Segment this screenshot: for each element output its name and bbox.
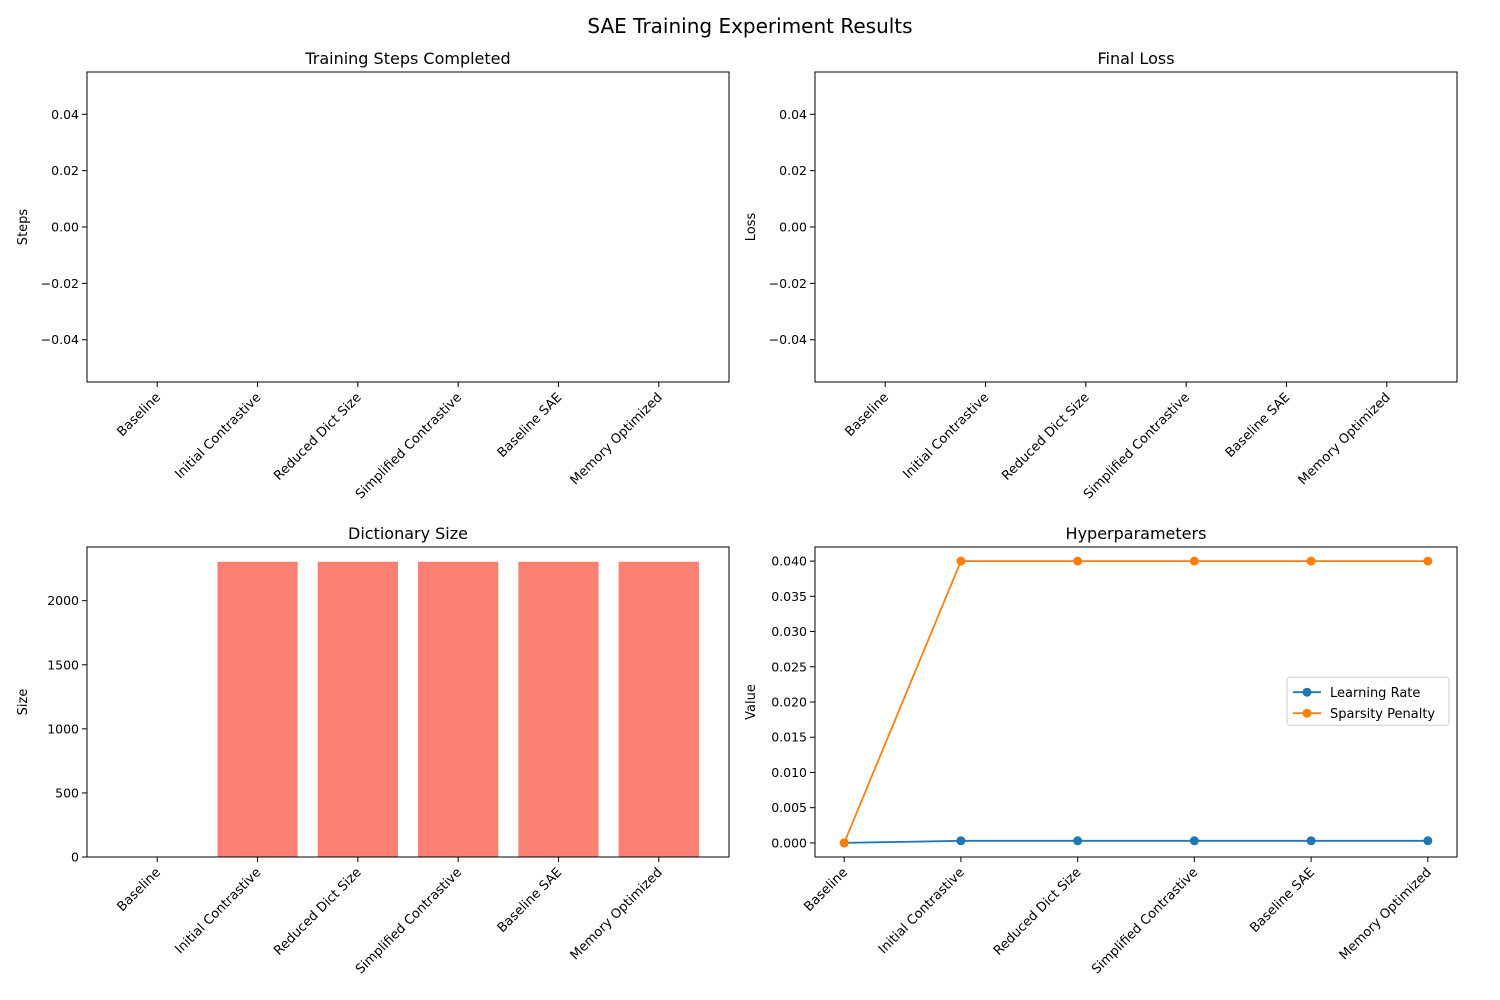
legend-frame — [1286, 676, 1450, 726]
chart-title: Hyperparameters — [1066, 524, 1207, 543]
x-tick-label: Simplified Contrastive — [1081, 390, 1193, 502]
chart-panel-1: Training Steps Completed Steps −0.04 −0.02 0… — [16, 49, 730, 502]
legend-swatch-marker — [1302, 708, 1312, 718]
data-point — [1306, 556, 1316, 566]
x-tick-label: Memory Optimized — [568, 865, 666, 963]
legend-label: Sparsity Penalty — [1330, 707, 1435, 722]
data-point — [1189, 836, 1199, 846]
x-tick-label: Initial Contrastive — [172, 865, 264, 957]
y-axis-label: Steps — [16, 209, 31, 246]
y-tick-label: 0.025 — [771, 659, 807, 674]
y-tick-label: 0.030 — [771, 624, 807, 639]
y-tick-label: 0.020 — [771, 695, 807, 710]
data-point — [1073, 556, 1083, 566]
bar — [418, 561, 499, 857]
data-point — [1073, 836, 1083, 846]
x-tick-label: Baseline — [114, 390, 164, 440]
y-tick-label: 0.00 — [779, 220, 807, 235]
y-tick-label: 0.02 — [51, 163, 79, 178]
y-tick-label: 0.02 — [779, 163, 807, 178]
y-tick-label: 1000 — [47, 721, 79, 736]
y-axis-label: Loss — [744, 213, 759, 242]
chart-title: Training Steps Completed — [304, 49, 510, 68]
data-point — [1189, 556, 1199, 566]
x-tick-label: Baseline — [842, 390, 892, 440]
bar — [317, 561, 398, 857]
x-tick-label: Memory Optimized — [1296, 390, 1394, 488]
chart-panel-2: Final Loss Loss −0.04 −0.02 0.00 0.02 0.04 Base… — [744, 49, 1458, 502]
x-tick-label: Baseline SAE — [1223, 390, 1294, 461]
legend-swatch-marker — [1302, 687, 1312, 697]
data-point — [839, 838, 849, 848]
x-tick-label: Reduced Dict Size — [271, 865, 364, 958]
y-tick-label: 2000 — [47, 593, 79, 608]
data-point — [1423, 836, 1433, 846]
series-line-learning-rate — [844, 839, 1428, 844]
y-tick-label: 0.005 — [771, 800, 807, 815]
x-tick-label: Baseline SAE — [495, 865, 566, 936]
data-point — [956, 836, 966, 846]
y-tick-label: −0.04 — [41, 332, 79, 347]
x-tick-label: Simplified Contrastive — [353, 390, 465, 502]
chart-panel-4: Hyperparameters Value Learning Rate Sparsit… — [744, 524, 1458, 977]
chart-panel-3: Dictionary Size Size 0 500 1000 1500 2000 Basel… — [16, 524, 730, 977]
x-tick-label: Initial Contrastive — [876, 865, 968, 957]
x-tick-label: Simplified Contrastive — [353, 865, 465, 977]
bar — [518, 561, 599, 857]
y-tick-label: 0 — [71, 850, 79, 865]
x-tick-label: Simplified Contrastive — [1089, 865, 1201, 977]
x-tick-label: Baseline — [801, 865, 851, 915]
chart-title: Final Loss — [1097, 49, 1174, 68]
bar — [618, 561, 699, 857]
y-tick-label: 0.035 — [771, 589, 807, 604]
y-axis-label: Value — [744, 684, 759, 720]
axes-frame — [814, 71, 1458, 383]
legend-label: Learning Rate — [1330, 686, 1420, 701]
y-axis-label: Size — [16, 689, 31, 716]
legend: Learning Rate Sparsity Penalty — [1286, 676, 1450, 726]
y-tick-label: 0.04 — [779, 107, 807, 122]
y-tick-label: −0.02 — [41, 276, 79, 291]
x-tick-label: Reduced Dict Size — [999, 390, 1092, 483]
y-tick-label: 0.00 — [51, 220, 79, 235]
data-point — [956, 556, 966, 566]
y-tick-label: −0.02 — [769, 276, 807, 291]
y-tick-label: 0.010 — [771, 765, 807, 780]
x-tick-label: Initial Contrastive — [172, 390, 264, 482]
data-point — [1306, 836, 1316, 846]
x-tick-label: Baseline — [114, 865, 164, 915]
series-line-sparsity-penalty — [843, 560, 1428, 844]
x-tick-label: Reduced Dict Size — [991, 865, 1084, 958]
y-tick-label: 0.04 — [51, 107, 79, 122]
x-tick-label: Memory Optimized — [1337, 865, 1435, 963]
y-tick-label: 500 — [55, 785, 79, 800]
y-tick-label: 0.040 — [771, 554, 807, 569]
bar — [217, 561, 298, 857]
axes-frame — [86, 71, 730, 383]
data-point — [1423, 556, 1433, 566]
y-tick-label: −0.04 — [769, 332, 807, 347]
x-tick-label: Initial Contrastive — [900, 390, 992, 482]
y-tick-label: 0.000 — [771, 835, 807, 850]
x-tick-label: Baseline SAE — [1247, 865, 1318, 936]
figure-title: SAE Training Experiment Results — [587, 14, 913, 38]
chart-title: Dictionary Size — [348, 524, 468, 543]
y-tick-label: 0.015 — [771, 730, 807, 745]
axes-frame — [86, 546, 730, 858]
x-tick-label: Memory Optimized — [568, 390, 666, 488]
y-tick-label: 1500 — [47, 657, 79, 672]
x-tick-label: Baseline SAE — [495, 390, 566, 461]
x-tick-label: Reduced Dict Size — [271, 390, 364, 483]
